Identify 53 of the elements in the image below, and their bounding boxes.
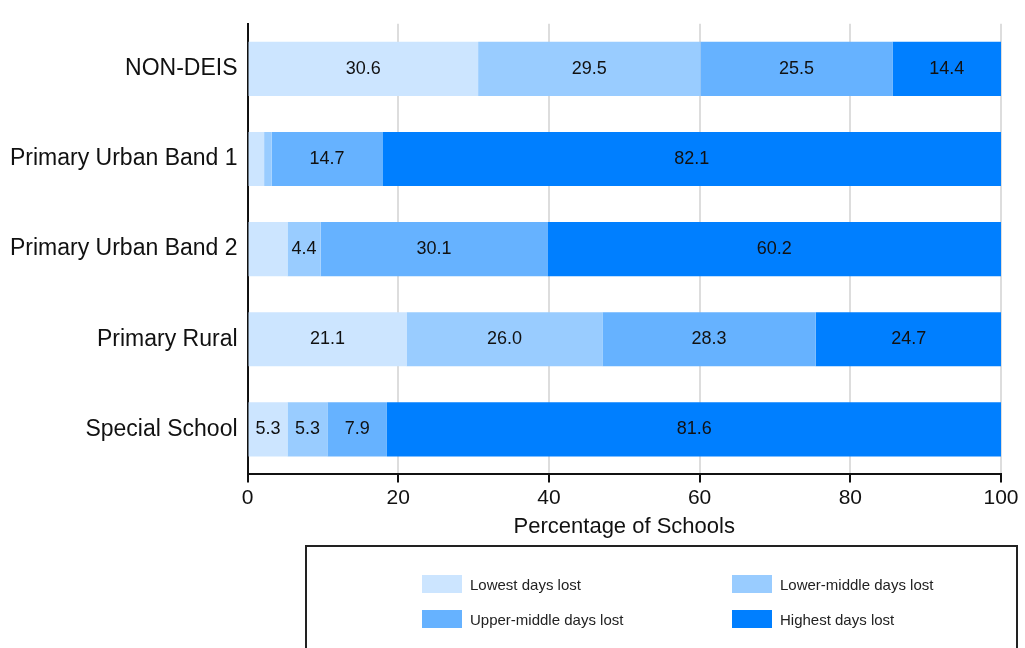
x-tick-label: 20 (386, 484, 410, 508)
bar (287, 402, 328, 457)
bar (602, 312, 816, 367)
legend-label: Upper-middle days lost (470, 610, 624, 628)
data-label: 30.1 (416, 238, 452, 259)
y-tick-label: NON-DEIS (125, 54, 238, 81)
y-tick-label: Primary Urban Band 1 (9, 144, 238, 171)
y-tick-label: Primary Urban Band 2 (9, 234, 238, 261)
data-label: 60.2 (756, 238, 792, 259)
legend-label: Lower-middle days lost (780, 575, 934, 593)
data-label: 28.3 (691, 328, 727, 349)
bar (248, 41, 479, 96)
data-label: 4.4 (291, 238, 317, 259)
bar (271, 131, 383, 187)
data-label: 5.3 (255, 418, 281, 439)
bar (547, 222, 1001, 277)
bar (248, 131, 265, 187)
bar (248, 312, 407, 367)
data-label: 7.9 (344, 418, 370, 439)
y-tick-label: Special School (85, 414, 238, 441)
data-label: 26.0 (486, 328, 522, 349)
x-tick-label: 40 (537, 484, 561, 508)
bar (264, 131, 272, 187)
bar (320, 222, 548, 277)
bar (248, 222, 288, 277)
bar (406, 312, 603, 367)
x-tick-label: 100 (983, 484, 1019, 508)
y-tick-label: Primary Rural (96, 324, 238, 351)
x-axis-title: Percentage of Schools (513, 512, 735, 538)
data-label: 29.5 (571, 57, 607, 78)
x-tick-label: 0 (241, 484, 254, 508)
bar (382, 131, 1001, 187)
bar (386, 402, 1001, 457)
legend-label: Lowest days lost (470, 575, 581, 593)
data-label: 14.7 (309, 147, 345, 168)
data-label: 30.6 (345, 57, 381, 78)
data-label: 21.1 (310, 328, 346, 349)
x-tick-label: 60 (687, 484, 712, 508)
data-label: 81.6 (676, 418, 712, 439)
data-label: 14.4 (929, 57, 965, 78)
bar (287, 222, 321, 277)
bar (892, 41, 1001, 96)
bar (327, 402, 387, 457)
x-tick-label: 80 (838, 484, 862, 508)
bar (248, 402, 288, 457)
data-label: 82.1 (674, 147, 710, 168)
data-label: 5.3 (294, 418, 320, 439)
legend-label: Highest days lost (780, 610, 895, 628)
bar (815, 312, 1001, 367)
bar (478, 41, 701, 96)
bar (700, 41, 893, 96)
data-label: 25.5 (778, 57, 814, 78)
data-label: 24.7 (891, 328, 927, 349)
